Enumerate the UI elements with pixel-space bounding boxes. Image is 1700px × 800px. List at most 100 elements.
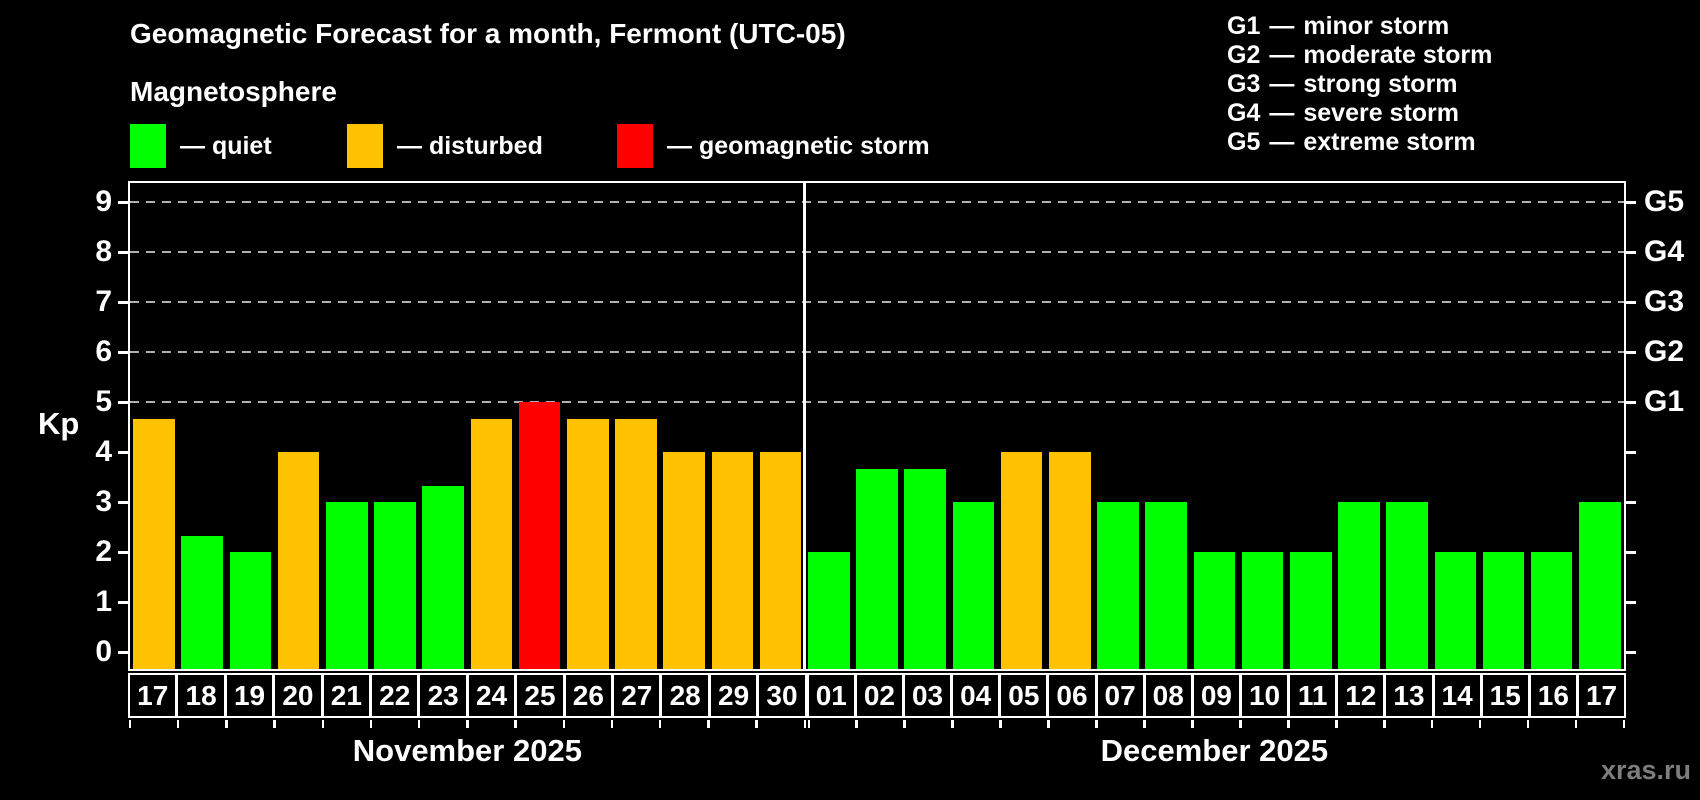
date-label: 23 (420, 675, 469, 716)
date-label: 27 (614, 675, 663, 716)
g-legend-separator: — (1269, 70, 1295, 98)
g-legend-code: G3 (1227, 70, 1261, 98)
y-axis-tick-label: 4 (95, 435, 112, 468)
date-axis-tick (807, 720, 810, 728)
date-axis-tick (903, 720, 906, 728)
date-axis-tick (1430, 720, 1434, 728)
date-axis-tick (658, 720, 662, 728)
date-label: 16 (1531, 675, 1579, 716)
date-axis-tick (321, 720, 325, 728)
g-legend-separator: — (1269, 12, 1295, 40)
date-label: 07 (1098, 675, 1146, 716)
y-axis-tick-label: 6 (95, 335, 112, 368)
kp-bar (711, 452, 754, 669)
y-axis-tick-label: 7 (95, 285, 112, 318)
g-legend-line-g1: G1 — minor storm (1227, 12, 1492, 41)
date-axis-tick (225, 720, 228, 728)
kp-bar (1289, 552, 1332, 669)
right-axis-g-label: G3 (1644, 285, 1685, 318)
date-axis-tick (755, 720, 758, 728)
date-axis-tick (1143, 720, 1146, 728)
date-axis-tick (1383, 720, 1386, 728)
date-label: 01 (809, 675, 857, 716)
month-label: November 2025 (352, 733, 582, 768)
date-axis-tick (1478, 720, 1482, 728)
g-legend-text: extreme storm (1303, 128, 1476, 156)
right-axis-tick (1626, 200, 1636, 204)
y-axis-tick (118, 400, 128, 404)
gridline-kp7 (130, 301, 1624, 303)
kp-bar (1530, 552, 1573, 669)
date-axis-tick (1526, 720, 1530, 728)
y-axis-tick (118, 550, 128, 554)
date-axis-tick (951, 720, 954, 728)
kp-bar (470, 418, 513, 669)
kp-bar (1241, 552, 1284, 669)
kp-bar (567, 418, 609, 669)
date-label: 04 (953, 675, 1002, 716)
gridline-kp8 (130, 251, 1624, 253)
y-axis-tick-label: 2 (95, 535, 112, 568)
date-axis-tick (514, 720, 517, 728)
kp-bar (374, 502, 416, 669)
y-axis-tick-label: 0 (95, 635, 112, 668)
kp-bar (1434, 552, 1477, 669)
date-label: 08 (1146, 675, 1194, 716)
right-axis-tick (1626, 250, 1636, 254)
date-axis-tick (1047, 720, 1050, 728)
kp-bar (615, 418, 657, 669)
y-axis-tick (118, 600, 128, 604)
g-legend-code: G4 (1227, 99, 1261, 127)
kp-bar (326, 502, 368, 669)
kp-axis-label: Kp (38, 406, 80, 441)
date-label: 29 (711, 675, 760, 716)
kp-bar (229, 552, 272, 669)
gridline-kp5 (130, 401, 1624, 403)
y-axis-tick (118, 500, 128, 504)
g-legend-separator: — (1269, 41, 1295, 69)
y-axis-tick-label: 1 (95, 585, 112, 618)
date-label: 25 (517, 675, 566, 716)
date-axis-tick (417, 720, 421, 728)
right-axis-g-label: G4 (1644, 235, 1685, 268)
g-legend-separator: — (1269, 99, 1295, 127)
kp-bar (1048, 452, 1091, 669)
y-axis-tick-label: 8 (95, 235, 112, 268)
g-legend-separator: — (1269, 128, 1295, 156)
date-label: 17 (1585, 680, 1618, 711)
right-axis-tick (1626, 350, 1636, 354)
date-label: 03 (905, 675, 954, 716)
date-axis-tick (562, 720, 566, 728)
date-label: 28 (662, 675, 711, 716)
date-axis-tick (610, 720, 614, 728)
date-label: 30 (766, 680, 798, 711)
g-legend-line-g5: G5 — extreme storm (1227, 128, 1492, 157)
kp-bar (759, 452, 802, 669)
kp-bar (518, 402, 561, 669)
g-legend-code: G5 (1227, 128, 1261, 156)
kp-bar (277, 452, 320, 669)
y-axis-tick (118, 300, 128, 304)
g-legend-text: severe storm (1303, 99, 1460, 127)
legend-label-disturbed: — disturbed (397, 132, 543, 160)
date-axis-tick (273, 720, 276, 728)
date-label: 11 (1290, 675, 1339, 716)
gridline-kp6 (130, 351, 1624, 353)
y-axis-tick-label: 3 (95, 485, 112, 518)
kp-bar (181, 535, 224, 669)
g-legend-code: G2 (1227, 41, 1261, 69)
date-axis-tick (707, 720, 710, 728)
date-label: 13 (1386, 675, 1435, 716)
g-legend-text: moderate storm (1303, 41, 1493, 69)
date-axis-tick (1335, 720, 1338, 728)
date-label: 10 (1242, 675, 1291, 716)
y-axis-tick (118, 350, 128, 354)
date-strip: 01 02 03 04 05 06 07 08 09 10 11 12 13 14 15 16 17 (806, 673, 1626, 718)
kp-bar (663, 452, 705, 669)
date-axis-tick (803, 720, 806, 728)
y-axis-tick-label: 9 (95, 185, 112, 218)
date-axis-tick (999, 720, 1002, 728)
legend-swatch-disturbed (347, 124, 383, 168)
kp-bar (1145, 502, 1187, 669)
